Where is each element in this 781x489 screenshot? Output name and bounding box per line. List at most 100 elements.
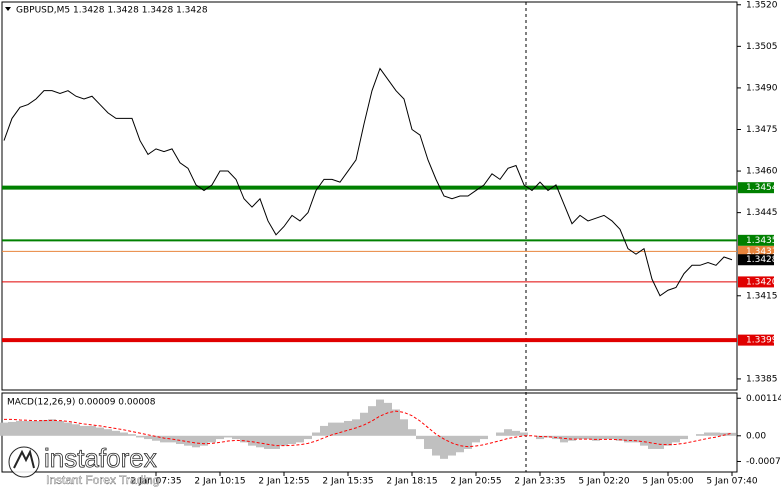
price-panel: GBPUSD,M5 1.3428 1.3428 1.3428 1.3428 1.3… — [2, 0, 778, 384]
macd-panel: 0.00114 0.00 -0.00078 MACD(12,26,9) 0.00009… — [0, 394, 781, 467]
macd-bar — [216, 435, 224, 440]
watermark-logo — [8, 446, 40, 478]
x-tick-label: 5 Jan 05:00 — [642, 477, 694, 487]
macd-bar — [88, 425, 96, 436]
macd-bar — [512, 430, 520, 436]
macd-bar — [120, 432, 128, 436]
macd-bar — [200, 435, 208, 446]
macd-bar — [520, 432, 528, 436]
macd-bar — [640, 435, 648, 446]
x-tick-label: 2 Jan 10:15 — [194, 477, 245, 487]
y-tick-label: 0.00 — [746, 431, 766, 441]
macd-bar — [288, 435, 296, 445]
macd-bar — [344, 420, 352, 436]
level-label-bg — [738, 234, 774, 246]
x-tick-label: 2 Jan 07:35 — [130, 477, 181, 487]
macd-bar — [112, 430, 120, 436]
macd-bar — [232, 435, 240, 440]
macd-bar — [656, 435, 664, 449]
macd-bar — [504, 429, 512, 436]
macd-bar — [224, 435, 232, 438]
macd-bar — [48, 419, 56, 436]
x-tick-label: 5 Jan 07:40 — [706, 477, 758, 487]
macd-bar — [248, 435, 256, 446]
watermark-logo-mark — [13, 449, 35, 469]
level-label-bg — [738, 254, 774, 266]
level-label: 1.3454 — [746, 183, 778, 193]
macd-bar — [464, 435, 472, 449]
macd-bar — [496, 432, 504, 436]
macd-bar — [592, 435, 600, 441]
macd-bar — [32, 420, 40, 436]
macd-bar — [432, 435, 440, 456]
macd-bar — [8, 421, 16, 436]
price-panel-frame — [1, 1, 738, 391]
macd-bar — [256, 435, 264, 448]
macd-bar — [584, 435, 592, 440]
macd-bar — [160, 435, 168, 443]
x-tick-label: 2 Jan 20:55 — [450, 477, 501, 487]
macd-bar — [400, 419, 408, 436]
macd-bar — [264, 435, 272, 449]
macd-bar — [728, 432, 736, 436]
chart-title: GBPUSD,M5 1.3428 1.3428 1.3428 1.3428 — [16, 6, 208, 16]
macd-bar — [632, 435, 640, 443]
y-tick-label: 1.3490 — [746, 83, 778, 93]
price-line — [3, 67, 733, 297]
signal-line — [4, 410, 733, 448]
macd-bar — [104, 429, 112, 436]
level-label: 1.3399 — [746, 336, 778, 346]
macd-bar — [40, 419, 48, 436]
macd-bar — [416, 435, 424, 440]
macd-bar — [600, 435, 608, 440]
level-label: 1.3428 — [746, 255, 778, 265]
macd-bar — [320, 425, 328, 436]
macd-bar — [712, 432, 720, 436]
macd-bar — [128, 434, 136, 436]
macd-bar — [144, 435, 152, 440]
watermark-brand: instaforex — [44, 443, 157, 473]
macd-bar — [648, 435, 656, 449]
y-tick-label: 1.3385 — [746, 374, 778, 384]
macd-bar — [96, 427, 104, 436]
macd-bar — [392, 409, 400, 436]
macd-bar — [664, 435, 672, 446]
macd-bar — [608, 435, 616, 440]
macd-bar — [240, 435, 248, 443]
macd-bar — [472, 435, 480, 443]
macd-bar — [696, 434, 704, 436]
macd-bar — [64, 422, 72, 436]
macd-bar — [480, 435, 488, 440]
macd-bar — [24, 420, 32, 436]
watermark-tagline: Instant Forex Trading — [46, 473, 159, 487]
level-label: 1.3420 — [746, 277, 778, 287]
macd-bar — [360, 412, 368, 436]
y-tick-label: 0.00114 — [746, 394, 781, 404]
macd-bar — [704, 432, 712, 436]
macd-bar — [328, 422, 336, 436]
macd-bar — [616, 435, 624, 441]
macd-bar — [312, 432, 320, 436]
macd-bar — [456, 435, 464, 453]
macd-bar — [376, 399, 384, 436]
macd-bar — [384, 402, 392, 436]
macd-bar — [680, 435, 688, 440]
macd-bar — [672, 435, 680, 443]
macd-bar — [408, 429, 416, 436]
y-tick-label: -0.00078 — [746, 457, 781, 467]
macd-bar — [168, 435, 176, 443]
macd-bar — [296, 435, 304, 443]
level-label-bg — [738, 182, 774, 194]
macd-bar — [152, 435, 160, 441]
macd-bar — [280, 435, 288, 446]
title-arrow — [5, 7, 11, 11]
macd-bar — [184, 435, 192, 446]
macd-bar — [16, 420, 24, 436]
macd-bar — [544, 435, 552, 438]
macd-bar — [0, 422, 8, 436]
macd-bar — [72, 424, 80, 436]
macd-bar — [80, 425, 88, 436]
macd-bar — [536, 435, 544, 440]
y-tick-label: 1.3505 — [746, 42, 778, 52]
